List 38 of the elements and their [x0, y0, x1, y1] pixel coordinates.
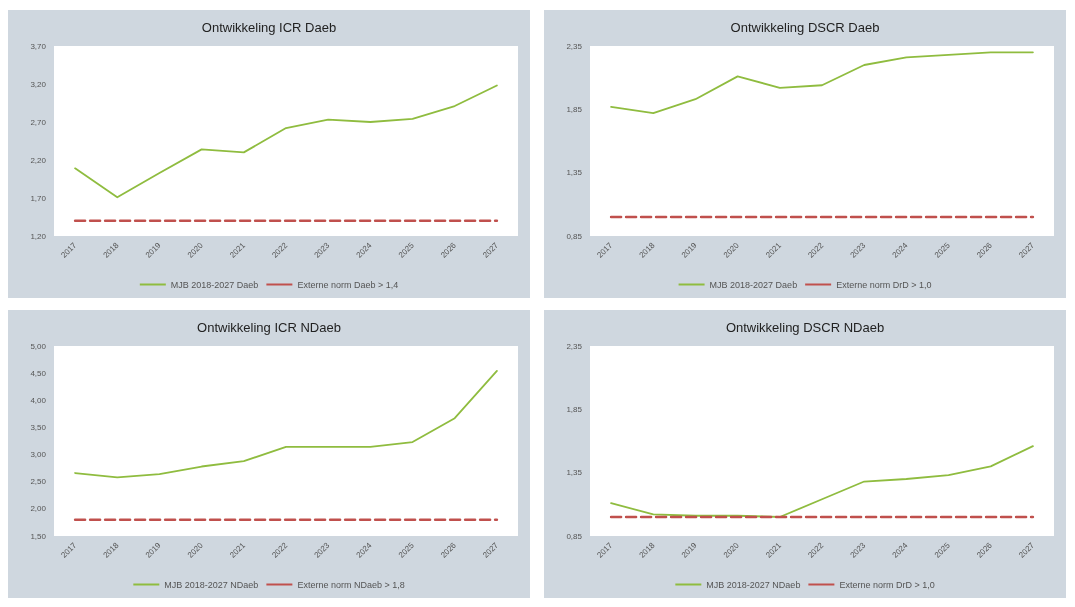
- line-series: [610, 445, 1034, 518]
- y-tick-label: 2,20: [30, 155, 47, 165]
- y-tick-label: 3,70: [30, 41, 47, 51]
- y-tick-label: 2,00: [30, 504, 47, 514]
- y-tick-label: 3,50: [30, 422, 47, 432]
- y-tick-label: 3,20: [30, 79, 47, 89]
- y-tick-label: 4,00: [30, 395, 47, 405]
- y-tick-label: 1,50: [30, 531, 47, 541]
- y-tick-label: 1,85: [566, 104, 583, 114]
- y-tick-label: 0,85: [566, 231, 583, 241]
- legend-label: MJB 2018-2027 Daeb: [170, 279, 259, 290]
- y-tick-label: 2,50: [30, 477, 47, 487]
- line-series: [610, 51, 1034, 115]
- legend-label: MJB 2018-2027 NDaeb: [706, 579, 801, 590]
- y-tick-label: 0,85: [566, 531, 583, 541]
- y-tick-label: 5,00: [30, 341, 47, 351]
- y-tick-label: 2,35: [566, 341, 583, 351]
- chart-title: Ontwikkeling DSCR Daeb: [730, 20, 880, 35]
- chart-title: Ontwikkeling DSCR NDaeb: [725, 320, 885, 335]
- y-tick-label: 1,20: [30, 231, 47, 241]
- legend-label: Externe norm DrD > 1,0: [836, 279, 932, 290]
- y-tick-label: 1,35: [566, 468, 583, 478]
- y-tick-label: 3,00: [30, 450, 47, 460]
- y-tick-label: 4,50: [30, 368, 47, 378]
- y-tick-label: 1,70: [30, 193, 47, 203]
- legend-label: MJB 2018-2027 Daeb: [709, 279, 798, 290]
- legend-label: Externe norm Daeb > 1,4: [297, 279, 399, 290]
- legend-label: Externe norm DrD > 1,0: [839, 579, 935, 590]
- legend-label: MJB 2018-2027 NDaeb: [164, 579, 259, 590]
- chart-title: Ontwikkeling ICR Daeb: [201, 20, 337, 35]
- y-tick-label: 1,35: [566, 168, 583, 178]
- y-tick-label: 1,85: [566, 404, 583, 414]
- line-series: [74, 370, 498, 479]
- chart-title: Ontwikkeling ICR NDaeb: [197, 320, 341, 335]
- y-tick-label: 2,70: [30, 117, 47, 127]
- legend-label: Externe norm NDaeb > 1,8: [297, 579, 405, 590]
- line-series: [74, 84, 498, 199]
- y-tick-label: 2,35: [566, 41, 583, 51]
